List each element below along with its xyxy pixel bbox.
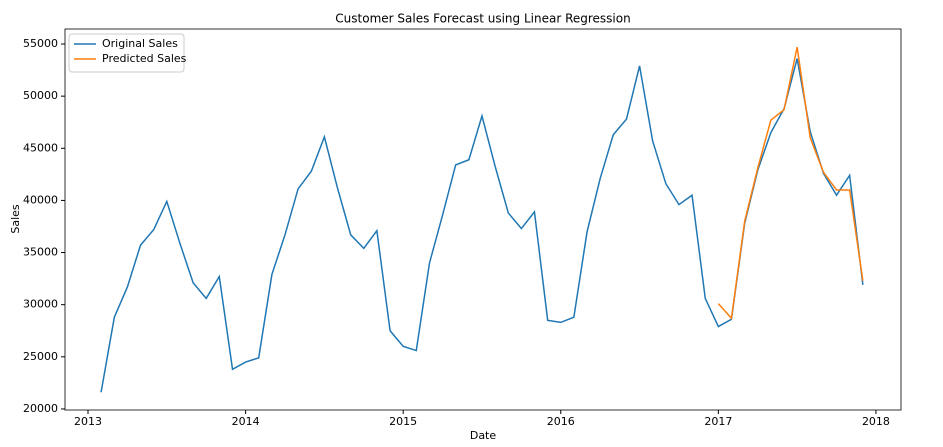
x-tick-label: 2018 (862, 415, 890, 428)
chart-title: Customer Sales Forecast using Linear Reg… (335, 12, 630, 26)
line-series (717, 46, 864, 320)
x-tick-label: 2013 (74, 415, 102, 428)
y-tick-label: 30000 (23, 298, 58, 311)
x-axis-label: Date (470, 429, 497, 442)
x-tick-label: 2014 (232, 415, 260, 428)
plot-frame (64, 28, 902, 411)
y-tick-label: 25000 (23, 350, 58, 363)
legend-label: Original Sales (102, 37, 178, 50)
y-tick-label: 55000 (23, 37, 58, 50)
x-tick-label: 2015 (389, 415, 417, 428)
x-tick-label: 2017 (704, 415, 732, 428)
y-axis-label: Sales (9, 204, 22, 234)
legend-box (68, 33, 185, 73)
y-tick-label: 35000 (23, 246, 58, 259)
y-tick-label: 40000 (23, 193, 58, 206)
y-tick-label: 50000 (23, 89, 58, 102)
y-tick-label: 45000 (23, 141, 58, 154)
legend-label: Predicted Sales (102, 52, 187, 65)
x-tick-label: 2016 (547, 415, 575, 428)
y-tick-label: 20000 (23, 402, 58, 415)
line-series (100, 58, 864, 393)
